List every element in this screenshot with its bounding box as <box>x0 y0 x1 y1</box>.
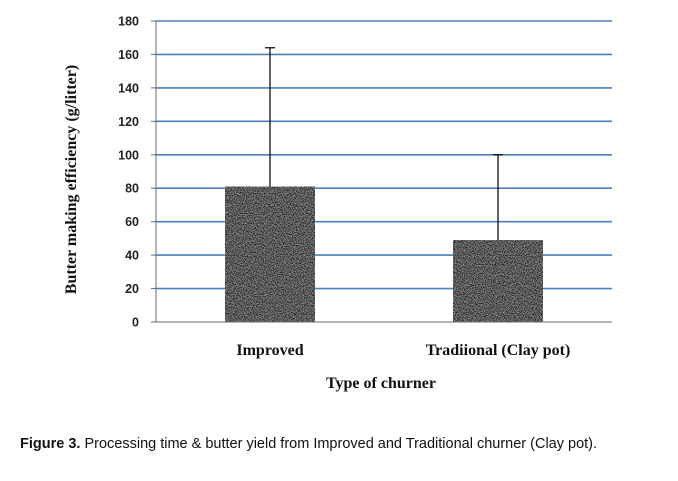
figure-caption-text: Processing time & butter yield from Impr… <box>80 436 598 452</box>
x-category-label: Tradiional (Clay pot) <box>426 342 571 359</box>
y-tick-label: 120 <box>118 115 139 129</box>
y-tick-label: 80 <box>125 182 139 196</box>
y-axis-title: Butter making efficiency (g/litter) <box>63 65 80 294</box>
bar-2-texture <box>453 240 543 322</box>
y-tick-label: 100 <box>118 148 139 162</box>
y-tick-label: 0 <box>132 316 139 330</box>
y-tick-label: 20 <box>125 282 139 296</box>
y-tick-label: 40 <box>125 249 139 263</box>
labels: 0 20 40 60 80 100 120 140 160 180 Improved Tradiion… <box>118 15 570 360</box>
bar-chart: 0 20 40 60 80 100 120 140 160 180 Improved Tradiion… <box>63 15 612 392</box>
gridlines <box>156 20 612 290</box>
y-tick-label: 140 <box>118 81 139 95</box>
bars <box>225 47 543 322</box>
figure-caption: Figure 3. Processing time & butter yield… <box>20 436 597 452</box>
y-tick-label: 60 <box>125 215 139 229</box>
y-tick-label: 180 <box>118 15 139 29</box>
axes <box>151 20 612 323</box>
x-axis-title: Type of churner <box>326 375 436 392</box>
figure-caption-label: Figure 3. <box>20 436 81 452</box>
bar-1-texture <box>225 186 315 322</box>
x-category-label: Improved <box>236 342 303 359</box>
y-tick-label: 160 <box>118 48 139 62</box>
